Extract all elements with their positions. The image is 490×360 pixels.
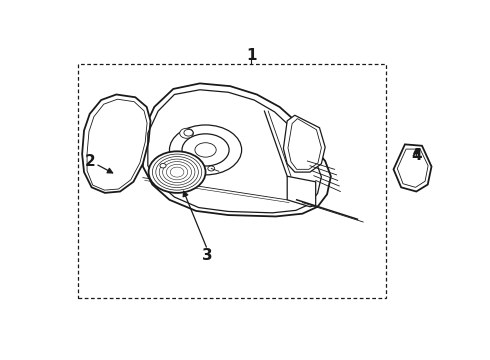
Text: 3: 3 (202, 248, 213, 263)
Bar (78, 64, 386, 298)
Ellipse shape (182, 134, 229, 166)
Ellipse shape (170, 125, 242, 175)
Ellipse shape (195, 143, 216, 157)
Polygon shape (393, 144, 432, 192)
Circle shape (184, 129, 193, 136)
Polygon shape (287, 176, 316, 207)
Circle shape (208, 166, 215, 171)
Circle shape (180, 128, 194, 138)
Circle shape (148, 151, 206, 193)
Text: 4: 4 (411, 148, 421, 163)
Polygon shape (143, 84, 331, 216)
Polygon shape (82, 94, 150, 193)
Text: 1: 1 (246, 48, 256, 63)
Text: 2: 2 (84, 153, 95, 168)
Polygon shape (283, 115, 325, 172)
Circle shape (160, 163, 166, 168)
